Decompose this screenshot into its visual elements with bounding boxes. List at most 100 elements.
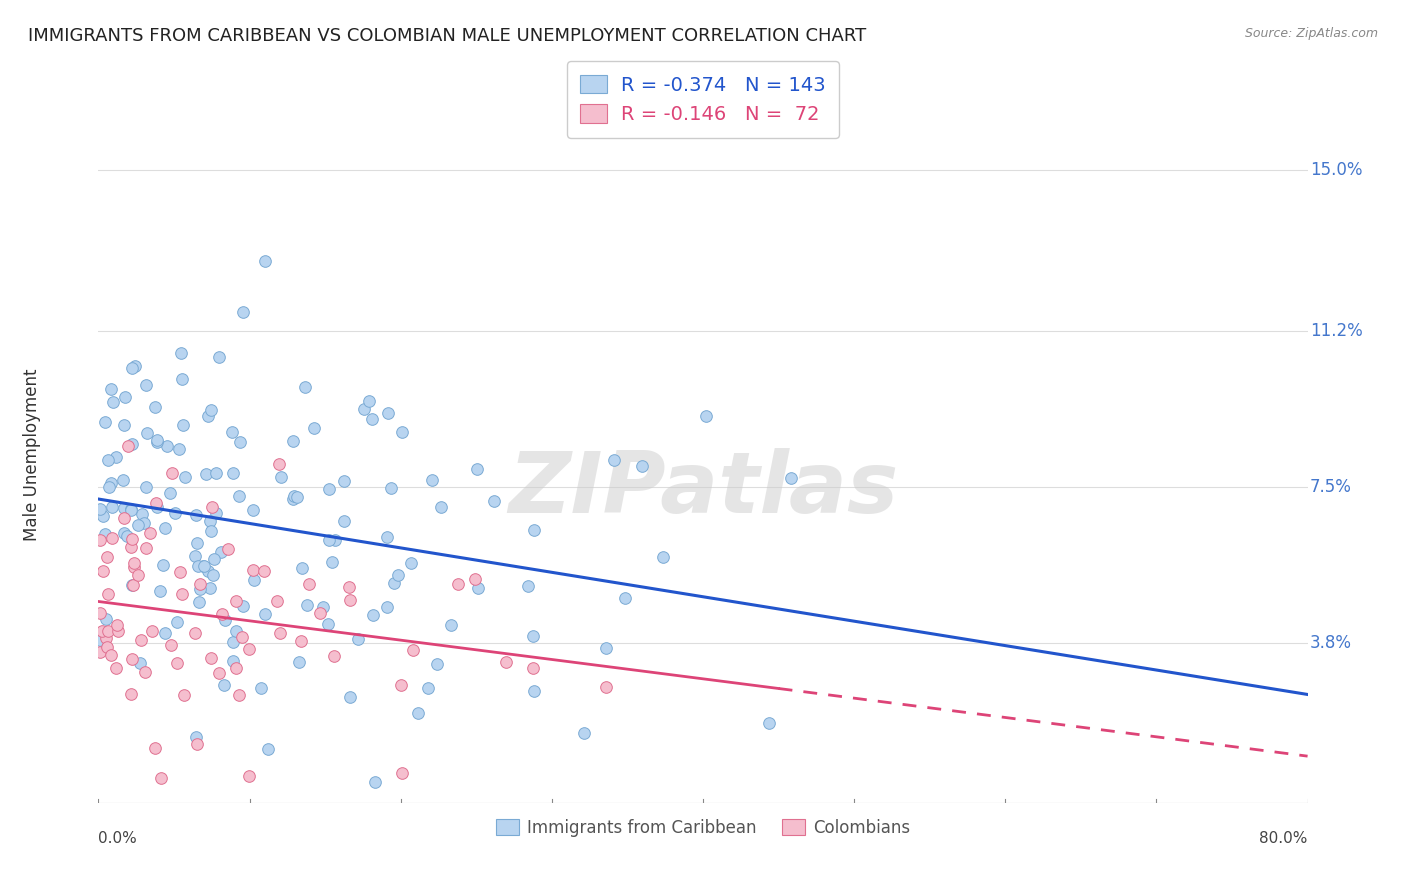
Point: [298, 577, 321, 591]
Point: [97, 453, 120, 467]
Point: [202, 552, 225, 566]
Point: [146, 434, 169, 449]
Point: [464, 572, 486, 586]
Point: [160, 638, 183, 652]
Point: [377, 406, 399, 420]
Point: [100, 382, 122, 396]
Point: [522, 523, 544, 537]
Point: [311, 599, 333, 614]
Point: [184, 508, 207, 522]
Point: [97, 480, 120, 494]
Point: [364, 774, 387, 789]
Point: [193, 558, 215, 573]
Point: [651, 549, 673, 564]
Point: [225, 624, 247, 638]
Point: [152, 558, 174, 573]
Point: [418, 681, 440, 695]
Point: [94, 631, 117, 645]
Text: IMMIGRANTS FROM CARIBBEAN VS COLOMBIAN MALE UNEMPLOYMENT CORRELATION CHART: IMMIGRANTS FROM CARIBBEAN VS COLOMBIAN M…: [28, 27, 866, 45]
Point: [285, 490, 308, 504]
Point: [121, 361, 143, 376]
Point: [107, 624, 129, 638]
Point: [212, 678, 235, 692]
Point: [197, 409, 219, 423]
Point: [270, 469, 292, 483]
Point: [346, 632, 368, 646]
Point: [291, 561, 314, 575]
Point: [96, 550, 118, 565]
Point: [91, 508, 114, 523]
Point: [232, 599, 254, 614]
Point: [281, 434, 304, 448]
Point: [333, 514, 356, 528]
Point: [337, 580, 360, 594]
Point: [93, 415, 115, 429]
Point: [353, 401, 375, 416]
Point: [117, 529, 139, 543]
Point: [136, 426, 159, 441]
Point: [135, 541, 157, 555]
Point: [145, 433, 167, 447]
Point: [188, 582, 211, 597]
Point: [145, 496, 167, 510]
Text: 80.0%: 80.0%: [1260, 830, 1308, 846]
Point: [429, 500, 451, 514]
Point: [121, 578, 143, 592]
Point: [121, 532, 143, 546]
Point: [188, 576, 211, 591]
Point: [295, 598, 318, 612]
Point: [112, 417, 135, 432]
Point: [399, 556, 422, 570]
Point: [290, 633, 312, 648]
Point: [465, 462, 488, 476]
Point: [162, 467, 184, 481]
Point: [205, 507, 228, 521]
Point: [163, 506, 186, 520]
Point: [117, 439, 139, 453]
Point: [318, 533, 340, 548]
Point: [195, 467, 218, 481]
Point: [695, 409, 717, 424]
Point: [200, 581, 222, 595]
Point: [112, 511, 135, 525]
Point: [156, 439, 179, 453]
Point: [186, 737, 208, 751]
Point: [97, 624, 120, 638]
Point: [127, 568, 149, 582]
Point: [96, 640, 118, 655]
Point: [150, 771, 173, 785]
Point: [361, 607, 384, 622]
Point: [89, 632, 111, 647]
Point: [121, 436, 143, 450]
Point: [134, 665, 156, 679]
Point: [232, 305, 254, 319]
Point: [495, 655, 517, 669]
Point: [253, 607, 276, 622]
Point: [200, 650, 222, 665]
Point: [141, 624, 163, 638]
Point: [135, 480, 157, 494]
Point: [121, 652, 143, 666]
Point: [204, 466, 226, 480]
Point: [187, 559, 209, 574]
Point: [229, 434, 252, 449]
Point: [200, 524, 222, 539]
Point: [129, 633, 152, 648]
Point: [208, 351, 231, 365]
Point: [120, 541, 142, 555]
Point: [112, 500, 135, 515]
Point: [228, 489, 250, 503]
Point: [173, 688, 195, 702]
Point: [100, 648, 122, 662]
Point: [105, 618, 128, 632]
Point: [339, 690, 361, 704]
Point: [269, 625, 291, 640]
Point: [595, 681, 617, 695]
Point: [91, 564, 114, 578]
Text: Male Unemployment: Male Unemployment: [22, 368, 41, 541]
Point: [134, 516, 156, 531]
Point: [100, 475, 122, 490]
Point: [294, 380, 316, 394]
Point: [321, 555, 343, 569]
Point: [221, 425, 243, 439]
